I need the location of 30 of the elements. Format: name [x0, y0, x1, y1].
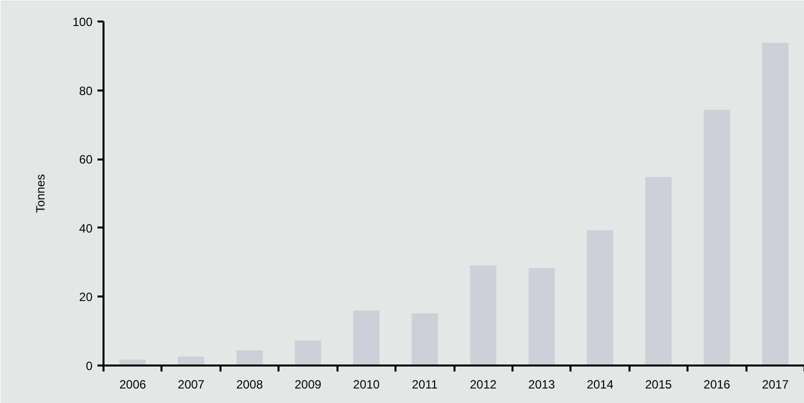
bar — [762, 42, 788, 366]
bar — [528, 268, 555, 366]
x-tick-label: 2008 — [236, 378, 264, 392]
bar — [412, 313, 438, 366]
bar — [178, 356, 204, 366]
x-tick-label: 2006 — [119, 378, 146, 392]
x-tick-label: 2011 — [412, 378, 438, 392]
x-tick-label: 2010 — [353, 378, 380, 392]
y-tick-label: 60 — [79, 152, 93, 167]
y-tick-label: 80 — [79, 84, 93, 98]
bar — [294, 340, 322, 366]
y-tick-label: 20 — [79, 290, 93, 304]
bar — [470, 265, 496, 366]
y-tick-label: 100 — [72, 15, 93, 29]
y-axis-title: Tonnes — [33, 174, 48, 213]
x-tick-label: 2013 — [528, 378, 556, 392]
bar — [236, 350, 263, 366]
x-tick-label: 2014 — [586, 378, 614, 392]
x-tick-label: 2007 — [178, 378, 205, 392]
x-tick-label: 2016 — [704, 378, 731, 392]
bar — [353, 310, 380, 366]
x-tick-label: 2012 — [470, 378, 497, 392]
bar — [645, 176, 672, 366]
x-tick-label: 2015 — [645, 378, 672, 392]
bar — [586, 230, 614, 366]
bar — [704, 110, 730, 366]
x-tick-label: 2009 — [294, 378, 322, 392]
y-tick-label: 40 — [79, 221, 93, 236]
x-tick-label: 2017 — [762, 378, 789, 392]
y-tick-label: 0 — [86, 359, 93, 373]
